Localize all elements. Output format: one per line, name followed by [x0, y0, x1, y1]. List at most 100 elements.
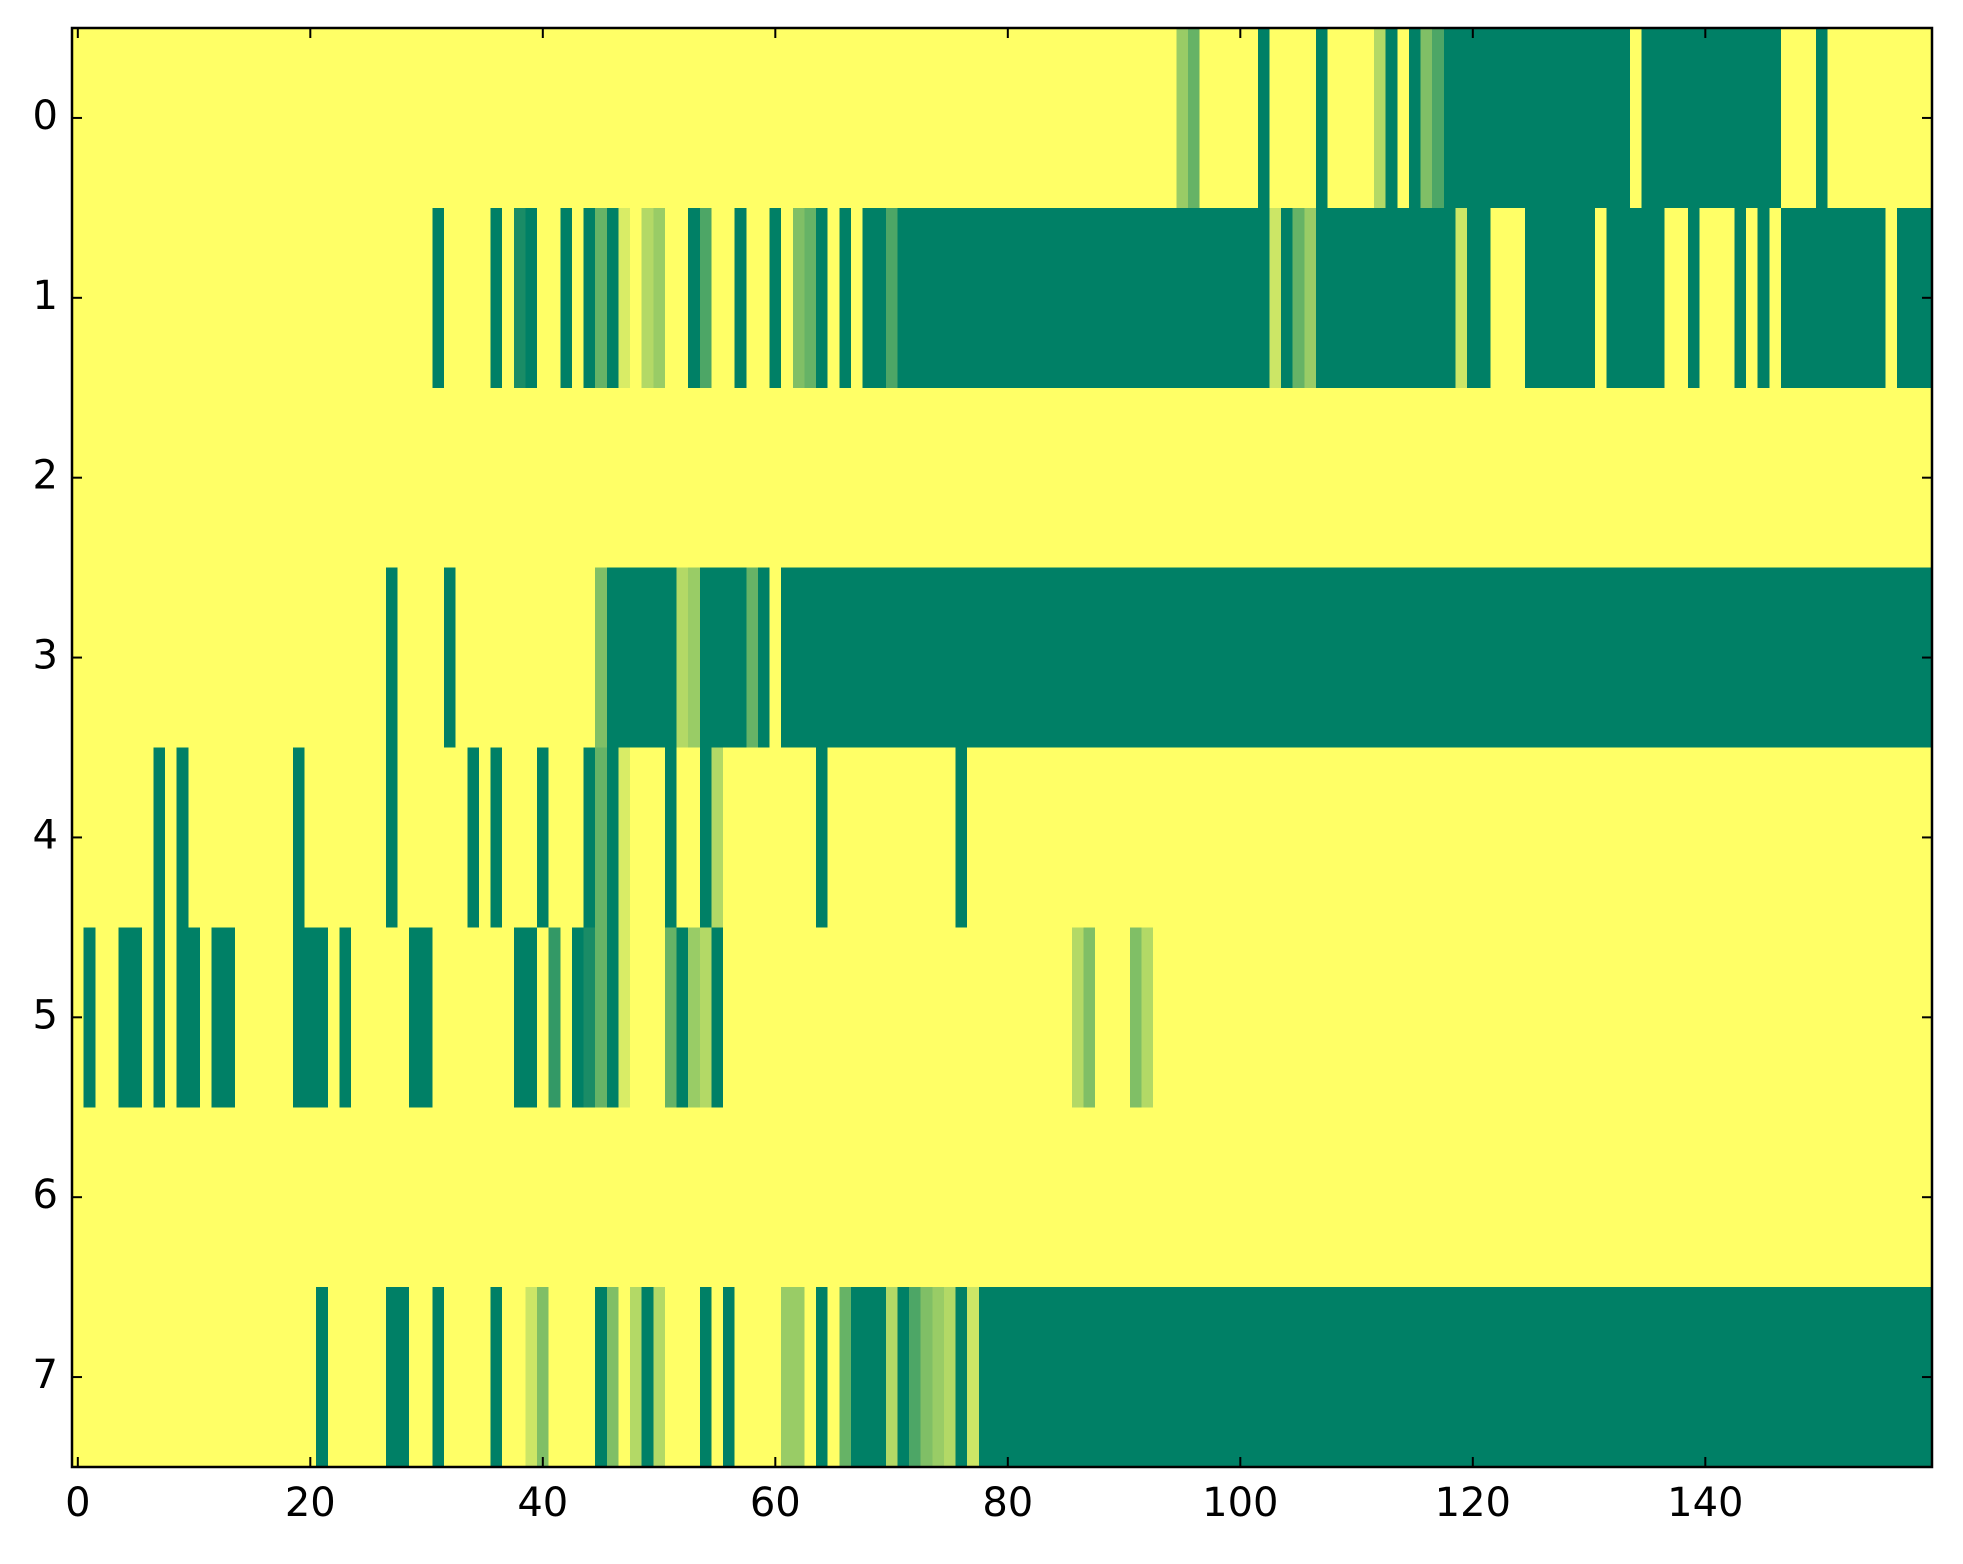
heatmap-cell	[920, 1287, 933, 1468]
heatmap-cell	[1746, 1287, 1759, 1468]
heatmap-cell	[1618, 567, 1631, 749]
heatmap-cell	[1653, 747, 1666, 928]
heatmap-cell	[1222, 747, 1236, 928]
heatmap-cell	[943, 1287, 957, 1468]
heatmap-cell	[885, 387, 898, 569]
heatmap-cell	[1653, 207, 1666, 389]
heatmap-cell	[827, 387, 840, 569]
heatmap-cell	[1525, 207, 1538, 389]
heatmap-cell	[153, 927, 166, 1108]
heatmap-cell	[537, 387, 550, 569]
heatmap-cell	[1327, 207, 1340, 389]
heatmap-cell	[165, 28, 178, 209]
heatmap-cell	[1036, 567, 1050, 749]
heatmap-cell	[1211, 387, 1224, 569]
heatmap	[72, 28, 1933, 1468]
heatmap-cell	[897, 927, 910, 1108]
heatmap-cell	[630, 28, 643, 209]
heatmap-cell	[83, 1107, 96, 1288]
heatmap-cell	[502, 387, 515, 569]
heatmap-cell	[1885, 567, 1898, 749]
heatmap-cell	[1432, 207, 1445, 389]
heatmap-cell	[676, 1107, 689, 1288]
heatmap-cell	[583, 207, 596, 389]
heatmap-cell	[606, 207, 619, 389]
heatmap-cell	[1722, 1107, 1735, 1288]
heatmap-cell	[955, 28, 968, 209]
heatmap-cell	[1222, 28, 1236, 209]
heatmap-cell	[1839, 387, 1852, 569]
heatmap-cell	[1164, 28, 1177, 209]
heatmap-cell	[571, 927, 585, 1108]
heatmap-cell	[1095, 28, 1108, 209]
heatmap-cell	[1153, 387, 1166, 569]
heatmap-cell	[641, 927, 654, 1108]
heatmap-cell	[118, 1287, 131, 1468]
heatmap-cell	[1455, 567, 1468, 749]
heatmap-cell	[223, 207, 236, 389]
heatmap-cell	[1374, 28, 1387, 209]
heatmap-cell	[874, 387, 887, 569]
heatmap-cell	[455, 567, 468, 749]
heatmap-cell	[246, 747, 259, 928]
heatmap-cell	[420, 387, 433, 569]
heatmap-cell	[362, 207, 375, 389]
heatmap-cell	[1025, 1287, 1038, 1468]
heatmap-cell	[1641, 207, 1654, 389]
heatmap-cell	[106, 927, 120, 1108]
heatmap-cell	[1071, 747, 1084, 928]
heatmap-cell	[1525, 28, 1538, 209]
heatmap-cell	[664, 747, 678, 928]
heatmap-cell	[1594, 1287, 1608, 1468]
heatmap-cell	[432, 387, 445, 569]
heatmap-cell	[1060, 387, 1073, 569]
heatmap-cell	[1548, 28, 1561, 209]
heatmap-cell	[351, 387, 364, 569]
heatmap-cell	[664, 28, 678, 209]
heatmap-cell	[676, 28, 689, 209]
heatmap-cell	[583, 747, 596, 928]
heatmap-cell	[1129, 28, 1143, 209]
heatmap-cell	[1211, 1287, 1224, 1468]
heatmap-cell	[1653, 1287, 1666, 1468]
heatmap-cell	[269, 567, 282, 749]
heatmap-cell	[1141, 1287, 1154, 1468]
heatmap-cell	[827, 1107, 840, 1288]
heatmap-cell	[1908, 927, 1921, 1108]
heatmap-cell	[1385, 387, 1398, 569]
heatmap-cell	[1746, 927, 1759, 1108]
heatmap-cell	[978, 28, 991, 209]
heatmap-cell	[1827, 28, 1840, 209]
heatmap-cell	[95, 927, 108, 1108]
heatmap-cell	[711, 207, 724, 389]
heatmap-cell	[153, 747, 166, 928]
heatmap-cell	[1304, 927, 1317, 1108]
heatmap-cell	[1176, 567, 1189, 749]
heatmap-cell	[1606, 927, 1619, 1108]
heatmap-cell	[920, 387, 933, 569]
heatmap-cell	[420, 567, 433, 749]
heatmap-cell	[1292, 1287, 1305, 1468]
heatmap-cell	[548, 28, 561, 209]
heatmap-cell	[699, 387, 712, 569]
heatmap-cell	[385, 567, 399, 749]
heatmap-cell	[1234, 927, 1247, 1108]
heatmap-cell	[1711, 747, 1724, 928]
heatmap-cell	[1780, 207, 1794, 389]
heatmap-cell	[339, 387, 352, 569]
heatmap-cell	[1315, 1107, 1329, 1288]
heatmap-cell	[1397, 1107, 1410, 1288]
heatmap-cell	[188, 927, 201, 1108]
heatmap-cell	[1246, 567, 1259, 749]
heatmap-cell	[525, 747, 538, 928]
heatmap-cell	[1525, 927, 1538, 1108]
heatmap-cell	[455, 1287, 468, 1468]
heatmap-cell	[1315, 1287, 1329, 1468]
heatmap-cell	[1467, 927, 1480, 1108]
heatmap-cell	[606, 1287, 619, 1468]
heatmap-cell	[1385, 28, 1398, 209]
heatmap-cell	[1013, 387, 1026, 569]
heatmap-cell	[641, 1287, 654, 1468]
heatmap-cell	[827, 567, 840, 749]
heatmap-cell	[1339, 387, 1352, 569]
